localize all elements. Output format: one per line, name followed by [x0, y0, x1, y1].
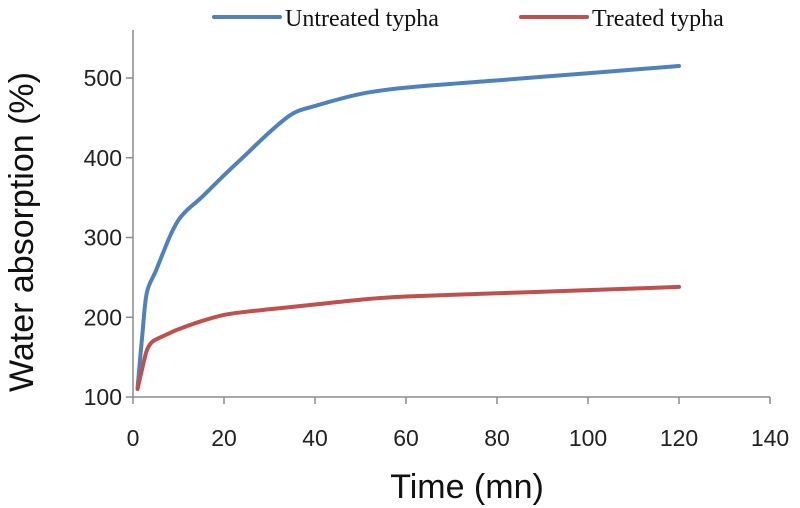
- series-line-untreated-typha: [135, 64, 681, 390]
- y-tick-label: 400: [84, 145, 122, 171]
- series-lines: [135, 64, 681, 391]
- legend: Untreated typha Treated typha: [212, 6, 724, 32]
- legend-label-untreated-typha: Untreated typha: [285, 6, 439, 32]
- x-axis-title: Time (mn): [390, 468, 544, 506]
- series-line-treated-typha: [135, 284, 681, 391]
- x-tick-label: 120: [660, 425, 698, 451]
- axes: [132, 30, 770, 398]
- y-axis-title: Water absorption (%): [3, 72, 41, 392]
- y-tick-label: 100: [84, 384, 122, 410]
- ticks: 0 20 40 60 80 100 120 140 100 200 300 400 500: [84, 65, 790, 451]
- x-tick-label: 140: [751, 425, 789, 451]
- x-tick-label: 60: [393, 425, 419, 451]
- y-tick-label: 500: [84, 65, 122, 91]
- legend-label-treated-typha: Treated typha: [592, 6, 724, 32]
- y-tick-label: 300: [84, 225, 122, 251]
- x-tick-label: 20: [211, 425, 237, 451]
- x-tick-label: 0: [127, 425, 140, 451]
- x-tick-label: 100: [569, 425, 607, 451]
- x-tick-label: 80: [484, 425, 510, 451]
- y-tick-label: 200: [84, 304, 122, 330]
- x-tick-label: 40: [302, 425, 328, 451]
